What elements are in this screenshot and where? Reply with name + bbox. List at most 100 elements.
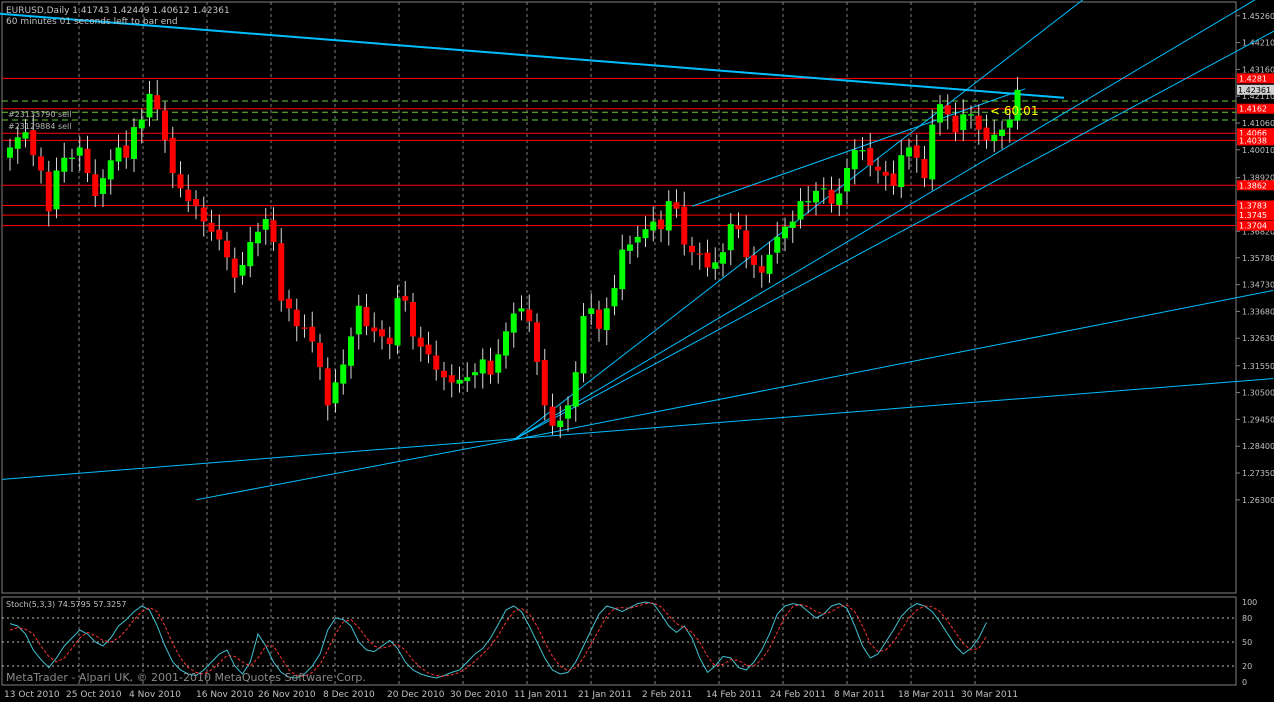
- candle-body: [704, 252, 711, 268]
- candle-body: [402, 296, 409, 301]
- candle-body: [696, 253, 703, 255]
- candle-body: [534, 322, 540, 362]
- candle-body: [689, 245, 695, 253]
- candle-body: [627, 244, 633, 251]
- price-level-label: 1.3745: [1239, 211, 1267, 220]
- y-tick-label: 1.36820: [1242, 227, 1274, 236]
- candle-body: [650, 221, 657, 231]
- candle-body: [944, 105, 951, 115]
- candle-body: [611, 287, 618, 307]
- trend-line[interactable]: [691, 88, 1026, 207]
- current-price-tag: [1237, 84, 1274, 95]
- candle-body: [76, 147, 83, 156]
- x-tick-label: 13 Oct 2010: [4, 690, 60, 700]
- candle-body: [200, 207, 207, 222]
- candle-body: [255, 231, 261, 244]
- order-label-2[interactable]: #23129884 sell: [8, 122, 72, 131]
- candle-body: [720, 252, 726, 264]
- candles: [7, 76, 1021, 439]
- price-level-tag: [1237, 180, 1274, 191]
- candle-body: [937, 104, 943, 123]
- candle-body: [309, 326, 316, 342]
- trend-line[interactable]: [0, 10, 1065, 99]
- candle-body: [146, 93, 153, 118]
- trend-line[interactable]: [513, 289, 1274, 441]
- y-tick-label: 1.32630: [1242, 334, 1274, 343]
- trend-line[interactable]: [513, 0, 1274, 441]
- candle-body: [898, 155, 905, 188]
- candle-body: [123, 145, 130, 158]
- candle-body: [603, 308, 610, 331]
- copyright-text: MetaTrader - Alpari UK, © 2001-2010 Meta…: [6, 671, 366, 684]
- candle-body: [867, 148, 874, 166]
- x-tick-label: 21 Jan 2011: [578, 690, 632, 700]
- x-tick-label: 14 Feb 2011: [706, 690, 762, 700]
- candle-body: [968, 114, 974, 116]
- candle-body: [549, 406, 556, 426]
- candle-body: [975, 115, 982, 130]
- candle-body: [394, 298, 401, 346]
- order-label-1[interactable]: #23133790 sell: [8, 110, 72, 119]
- candle-body: [588, 308, 595, 314]
- candle-body: [487, 360, 494, 375]
- trend-line[interactable]: [195, 439, 514, 501]
- y-tick-label: 1.35780: [1242, 254, 1274, 263]
- stochastic-label: Stoch(5,3,3) 74.5795 57.3257: [6, 600, 127, 609]
- y-tick-label: 1.33680: [1242, 307, 1274, 316]
- trend-line[interactable]: [513, 0, 1258, 441]
- x-tick-label: 25 Oct 2010: [66, 690, 122, 700]
- candle-body: [805, 201, 812, 203]
- trend-line[interactable]: [2, 378, 1274, 480]
- y-tick-label: 1.29450: [1242, 415, 1274, 424]
- candle-body: [952, 115, 959, 133]
- candle-body: [239, 264, 246, 276]
- candle-body: [208, 222, 215, 232]
- price-level-label: 1.3704: [1239, 222, 1267, 231]
- candle-body: [565, 405, 571, 419]
- candle-body: [673, 202, 680, 209]
- y-tick-label: 1.41060: [1242, 119, 1274, 128]
- candle-body: [844, 167, 850, 192]
- x-tick-label: 20 Dec 2010: [387, 690, 445, 700]
- candle-body: [386, 337, 393, 345]
- stoch-signal-line: [9, 602, 987, 677]
- x-tick-label: 11 Jan 2011: [514, 690, 568, 700]
- candle-body: [774, 236, 781, 253]
- candle-body: [456, 379, 463, 384]
- candle-body: [619, 249, 626, 290]
- candle-body: [929, 124, 936, 180]
- x-tick-label: 2 Feb 2011: [642, 690, 692, 700]
- candle-body: [890, 173, 897, 186]
- candle-body: [495, 354, 502, 373]
- price-level-label: 1.4162: [1239, 105, 1267, 114]
- x-tick-label: 30 Dec 2010: [450, 690, 508, 700]
- candle-body: [580, 316, 587, 374]
- candle-body: [875, 166, 881, 171]
- candle-body: [216, 229, 223, 240]
- candle-body: [30, 130, 37, 156]
- candle-body: [634, 236, 641, 243]
- candle-body: [851, 150, 858, 170]
- candle-body: [518, 308, 525, 312]
- candle-body: [681, 206, 688, 245]
- price-level-tag: [1237, 135, 1274, 146]
- candle-body: [479, 359, 486, 374]
- x-tick-label: 8 Mar 2011: [834, 690, 885, 700]
- candle-body: [131, 127, 137, 160]
- candle-body: [348, 336, 354, 366]
- candle-body: [503, 331, 509, 356]
- price-level-tag: [1237, 220, 1274, 231]
- candle-body: [371, 327, 378, 332]
- stoch-tick-label: 0: [1242, 678, 1247, 687]
- candle-body: [782, 226, 788, 239]
- candle-body: [859, 150, 866, 152]
- y-tick-label: 1.28400: [1242, 442, 1274, 451]
- candle-body: [541, 359, 548, 406]
- y-tick-label: 1.30500: [1242, 389, 1274, 398]
- candle-body: [983, 127, 990, 140]
- candle-body: [293, 309, 300, 327]
- stoch-tick-label: 100: [1242, 598, 1257, 607]
- candle-body: [301, 327, 308, 329]
- candle-body: [324, 368, 331, 406]
- candle-body: [906, 147, 912, 157]
